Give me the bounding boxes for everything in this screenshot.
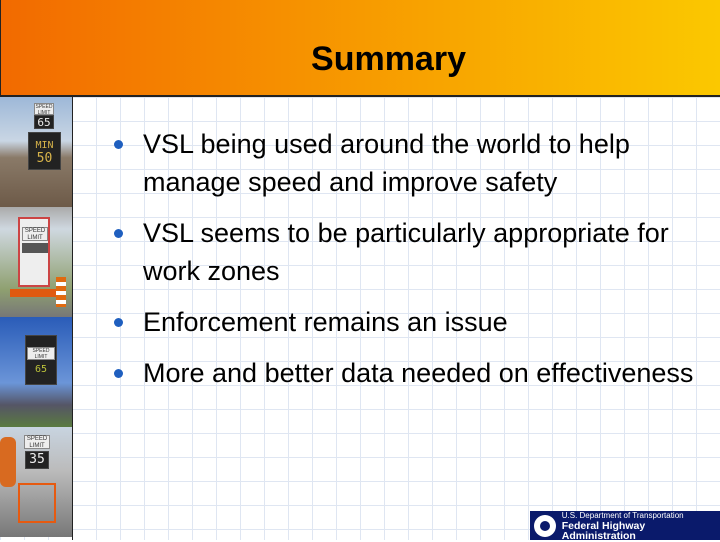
bullet-icon — [114, 369, 123, 378]
slide-title: Summary — [311, 40, 466, 78]
sign-value: 35 — [25, 451, 49, 469]
photo-vsl-work-zone: SPEED LIMIT 35 — [0, 427, 72, 537]
logo-line-1: U.S. Department of Transportation — [561, 510, 684, 520]
sign-lower-value: 50 — [36, 151, 53, 166]
photo-vsl-highway: SPEED LIMIT 65 MIN 50 — [0, 97, 72, 207]
sign-value: 65 — [25, 335, 57, 385]
fhwa-logo: U.S. Department of Transportation Federa… — [530, 510, 720, 542]
bullet-list: VSL being used around the world to help … — [112, 125, 702, 405]
dot-logo-icon — [534, 514, 556, 537]
bullet-text: More and better data needed on effective… — [143, 358, 694, 388]
bullet-item: Enforcement remains an issue — [112, 303, 702, 341]
bullet-text: Enforcement remains an issue — [143, 307, 508, 337]
sign-label: SPEED LIMIT — [27, 347, 55, 360]
bullet-item: More and better data needed on effective… — [112, 354, 702, 392]
bullet-icon — [114, 318, 123, 327]
bullet-item: VSL seems to be particularly appropriate… — [112, 214, 702, 290]
photo-vsl-blue-sky: 65 SPEED LIMIT — [0, 317, 72, 427]
logo-line-2: Federal Highway Administration — [561, 519, 646, 542]
photo-strip: SPEED LIMIT 65 MIN 50 SPEED LIMIT 65 SPE… — [0, 97, 73, 540]
sign-label: SPEED LIMIT — [34, 103, 54, 116]
bullet-item: VSL being used around the world to help … — [112, 125, 702, 201]
bullet-text: VSL seems to be particularly appropriate… — [143, 218, 669, 286]
bullet-icon — [114, 140, 123, 149]
photo-vsl-trailer: SPEED LIMIT — [0, 207, 72, 317]
bullet-icon — [114, 229, 123, 238]
title-bar: Summary — [0, 0, 720, 97]
bullet-text: VSL being used around the world to help … — [143, 129, 630, 197]
sign-value: 65 — [34, 115, 54, 129]
sign-lower-label: MIN — [35, 140, 54, 151]
sign-label: SPEED LIMIT — [22, 227, 48, 241]
sign-label: SPEED LIMIT — [24, 435, 50, 449]
